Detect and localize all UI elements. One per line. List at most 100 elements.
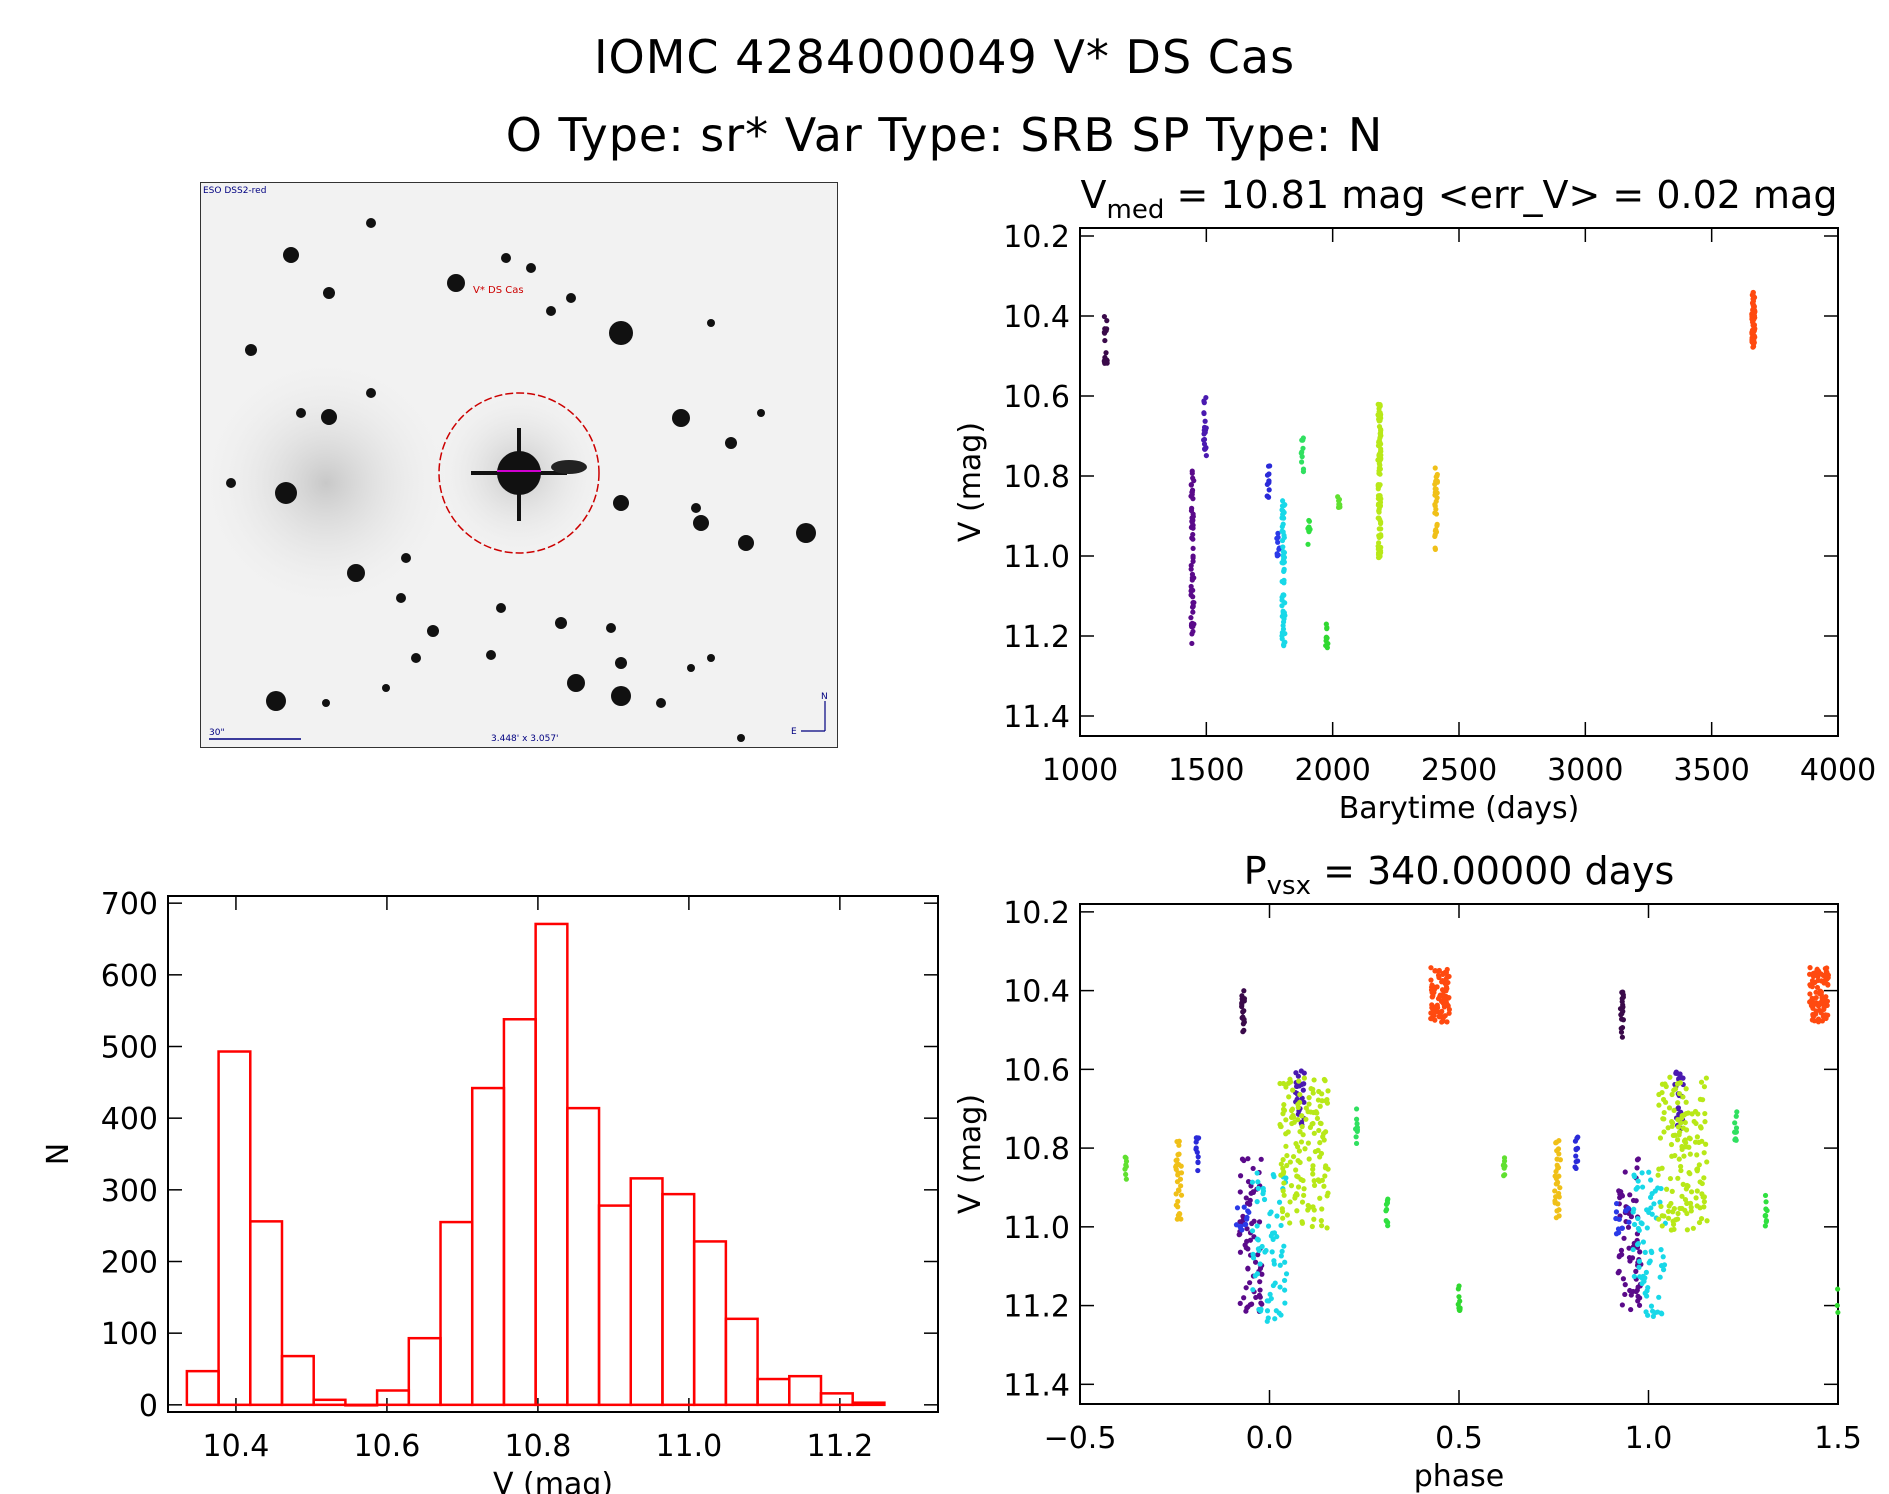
data-point (1628, 1306, 1634, 1313)
data-point (1677, 1205, 1683, 1212)
data-point (1701, 1084, 1708, 1090)
data-point (1268, 1209, 1274, 1215)
data-point (1622, 1282, 1628, 1288)
data-point (1701, 1204, 1707, 1210)
data-point (1307, 1124, 1314, 1130)
data-point (1750, 338, 1756, 344)
data-point (1306, 1156, 1312, 1162)
data-point (1701, 1150, 1707, 1156)
data-point (1443, 995, 1450, 1001)
y-tick-label: 100 (101, 1317, 158, 1352)
data-point (1648, 1177, 1654, 1183)
data-point (1322, 1173, 1328, 1179)
data-point (1648, 1303, 1655, 1309)
point-cluster-8 (1834, 1286, 1841, 1316)
data-point (1619, 1034, 1625, 1040)
data-point (1288, 1114, 1295, 1121)
field-star (321, 409, 337, 425)
data-point (1701, 1175, 1707, 1181)
data-point (1456, 1294, 1462, 1300)
data-point (1287, 1199, 1293, 1205)
data-point (1823, 973, 1829, 979)
data-point (1679, 1193, 1685, 1199)
data-point (1762, 1213, 1768, 1219)
data-point (1678, 1120, 1684, 1126)
data-point (1678, 1167, 1684, 1174)
data-point (1444, 973, 1451, 979)
data-point (1620, 1004, 1626, 1010)
data-point (1280, 1111, 1286, 1117)
data-point (1631, 1221, 1638, 1228)
data-point (1613, 1209, 1620, 1215)
data-point (1439, 987, 1446, 993)
field-star (245, 344, 257, 356)
data-point (1281, 1180, 1287, 1186)
field-star (275, 482, 297, 504)
data-point (1275, 530, 1281, 536)
data-point (1176, 1211, 1183, 1217)
data-point (1302, 1146, 1308, 1152)
x-tick-label: 1000 (1042, 753, 1118, 788)
data-point (1376, 515, 1382, 521)
histogram-bar (724, 1317, 759, 1407)
data-point (1684, 1210, 1690, 1217)
chart-title: Pvsx = 340.00000 days (1244, 849, 1675, 901)
data-point (1280, 552, 1286, 559)
field-star (606, 623, 616, 633)
y-tick-label: 10.4 (1003, 300, 1070, 335)
data-point (1732, 1120, 1738, 1126)
data-point (1260, 1188, 1267, 1194)
data-point (1269, 1249, 1275, 1255)
data-point (1813, 989, 1819, 995)
y-tick-label: 0 (139, 1389, 158, 1424)
data-point (1252, 1259, 1259, 1265)
data-point (1807, 991, 1813, 997)
data-point (1675, 1116, 1681, 1123)
data-point (1283, 1084, 1289, 1090)
data-point (1750, 307, 1756, 313)
data-point (1321, 1183, 1327, 1189)
data-point (1254, 1223, 1260, 1229)
data-point (1633, 1268, 1639, 1274)
point-cluster-9 (1122, 1154, 1130, 1182)
data-point (1668, 1227, 1674, 1233)
data-point (1257, 1287, 1263, 1293)
data-point (1191, 478, 1197, 484)
data-point (1247, 1197, 1253, 1203)
data-point (1433, 474, 1439, 480)
panel-2: −0.5 0.0 0.5 1.0 1.5 10.2 10.4 10.6 10.8 11.0 11.2… (953, 849, 1862, 1494)
data-point (1626, 1245, 1632, 1251)
data-point (1668, 1141, 1675, 1148)
data-point (1640, 1273, 1646, 1279)
data-point (1243, 1245, 1249, 1251)
data-point (1673, 1070, 1679, 1076)
data-point (1190, 604, 1196, 610)
data-point (1310, 1171, 1316, 1177)
data-point (1672, 1152, 1678, 1159)
data-point (1247, 1280, 1253, 1286)
data-point (1807, 965, 1813, 971)
data-point (1354, 1121, 1360, 1127)
x-tick-label: 1500 (1168, 753, 1244, 788)
data-point (1318, 1218, 1324, 1224)
data-point (1732, 1136, 1739, 1142)
data-point (1276, 546, 1282, 552)
data-point (1704, 1218, 1710, 1224)
data-point (1678, 1163, 1684, 1170)
data-point (1658, 1203, 1664, 1210)
data-point (1376, 465, 1383, 471)
data-point (1633, 1288, 1639, 1295)
data-point (1195, 1154, 1201, 1160)
title-rest: = 340.00000 days (1311, 849, 1674, 893)
data-point (1188, 482, 1194, 488)
data-point (1656, 1166, 1662, 1172)
data-point (1694, 1188, 1700, 1194)
data-point (1255, 1252, 1261, 1258)
data-point (1280, 1215, 1286, 1221)
data-point (1835, 1309, 1841, 1316)
data-point (1428, 965, 1434, 971)
data-point (1573, 1165, 1579, 1172)
data-point (1835, 1286, 1841, 1292)
data-point (1377, 441, 1383, 447)
data-point (1655, 1172, 1661, 1178)
